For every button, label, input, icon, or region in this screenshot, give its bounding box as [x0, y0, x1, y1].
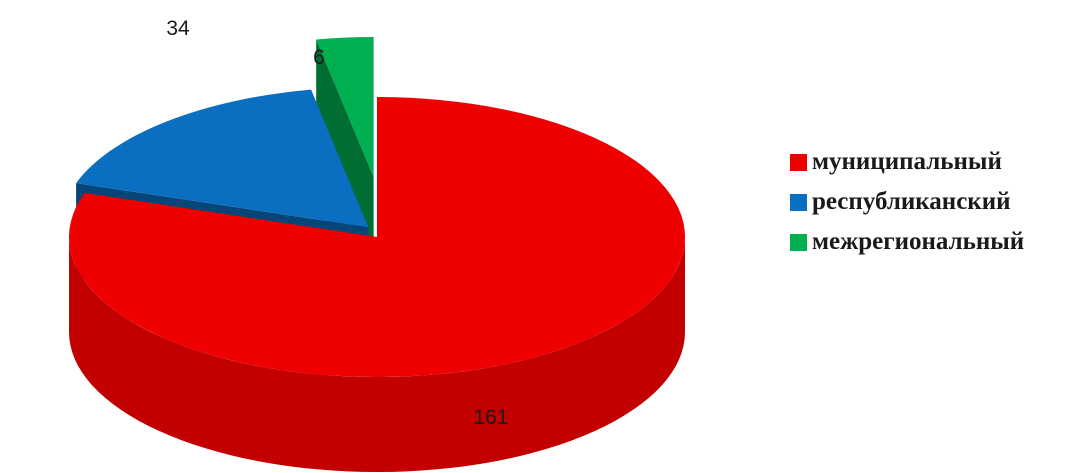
legend: муниципальный республиканский межрегиона… [764, 142, 1024, 262]
legend-item: муниципальный [764, 142, 1024, 182]
legend-label: межрегиональный [812, 228, 1025, 255]
pie-slice [69, 97, 686, 472]
data-labels: 161 34 6 [166, 17, 508, 429]
legend-label: муниципальный [812, 148, 1002, 175]
slice-top [76, 89, 369, 228]
data-label: 6 [313, 46, 325, 69]
legend-label: республиканский [812, 188, 1011, 215]
slice-top [69, 97, 686, 377]
legend-swatch [790, 193, 807, 211]
data-label: 34 [166, 17, 190, 40]
legend-item: межрегиональный [764, 222, 1024, 262]
legend-swatch [790, 153, 807, 171]
legend-item: республиканский [764, 182, 1024, 222]
slice-side [69, 237, 685, 472]
pie-slices [69, 37, 686, 472]
slice-top [316, 37, 374, 178]
data-label: 161 [473, 406, 508, 429]
legend-swatch [790, 233, 807, 251]
